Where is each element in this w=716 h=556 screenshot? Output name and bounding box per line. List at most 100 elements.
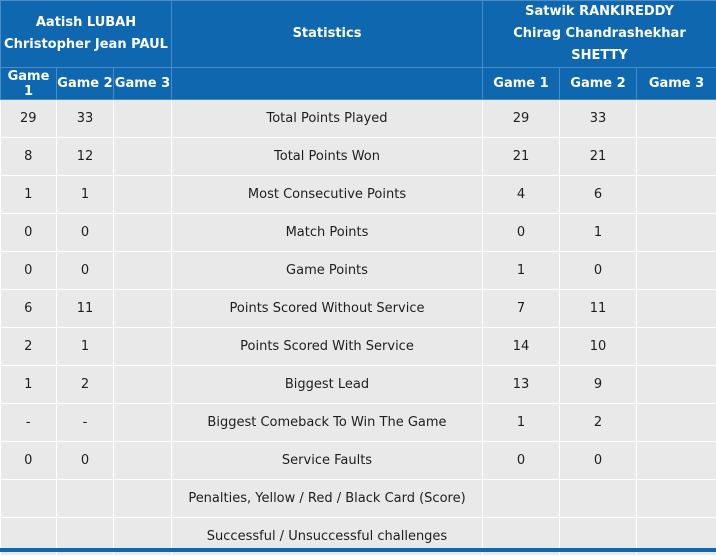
right-game-3-value xyxy=(637,100,716,138)
right-game-3-value xyxy=(637,176,716,214)
left-game-2-value xyxy=(57,480,114,518)
right-game-3-value xyxy=(637,214,716,252)
right-game-3-value xyxy=(637,252,716,290)
right-game-1-header: Game 1 xyxy=(483,68,560,100)
right-game-2-header: Game 2 xyxy=(560,68,637,100)
left-team-header: Aatish LUBAH Christopher Jean PAUL xyxy=(1,1,172,68)
left-game-3-value xyxy=(114,214,172,252)
left-game-2-value: 0 xyxy=(57,442,114,480)
left-game-3-value xyxy=(114,442,172,480)
left-game-1-value: 29 xyxy=(1,100,57,138)
left-player-1-name: Aatish LUBAH xyxy=(1,12,171,34)
left-game-3-value xyxy=(114,404,172,442)
left-game-1-value: 2 xyxy=(1,328,57,366)
right-game-2-value: 10 xyxy=(560,328,637,366)
right-game-1-value: 14 xyxy=(483,328,560,366)
left-game-1-value xyxy=(1,480,57,518)
stat-label: Biggest Lead xyxy=(172,366,483,404)
right-game-1-value: 1 xyxy=(483,404,560,442)
stat-row: Penalties, Yellow / Red / Black Card (Sc… xyxy=(1,480,716,518)
right-game-2-value: 6 xyxy=(560,176,637,214)
left-player-2-name: Christopher Jean PAUL xyxy=(1,34,171,56)
left-game-1-value: 0 xyxy=(1,252,57,290)
left-game-2-value: 2 xyxy=(57,366,114,404)
right-team-header: Satwik RANKIREDDY Chirag Chandrashekhar … xyxy=(483,1,716,68)
left-game-3-value xyxy=(114,138,172,176)
left-game-1-value: 8 xyxy=(1,138,57,176)
left-game-1-value: - xyxy=(1,404,57,442)
right-game-3-value xyxy=(637,290,716,328)
right-game-2-value xyxy=(560,480,637,518)
stat-label: Match Points xyxy=(172,214,483,252)
left-game-3-value xyxy=(114,290,172,328)
stat-label: Penalties, Yellow / Red / Black Card (Sc… xyxy=(172,480,483,518)
left-game-2-header: Game 2 xyxy=(57,68,114,100)
stat-label: Service Faults xyxy=(172,442,483,480)
left-game-3-header: Game 3 xyxy=(114,68,172,100)
right-game-1-value: 29 xyxy=(483,100,560,138)
right-game-1-value: 1 xyxy=(483,252,560,290)
left-game-3-value xyxy=(114,176,172,214)
left-game-3-value xyxy=(114,252,172,290)
header-row-teams: Aatish LUBAH Christopher Jean PAUL Stati… xyxy=(1,1,716,68)
right-game-1-value xyxy=(483,480,560,518)
right-player-2-name: Chirag Chandrashekhar SHETTY xyxy=(483,23,716,67)
right-game-2-value: 1 xyxy=(560,214,637,252)
left-game-1-value: 0 xyxy=(1,442,57,480)
stat-label: Biggest Comeback To Win The Game xyxy=(172,404,483,442)
right-game-1-value: 13 xyxy=(483,366,560,404)
right-game-2-value: 9 xyxy=(560,366,637,404)
left-game-1-value: 1 xyxy=(1,366,57,404)
header-row-games: Game 1 Game 2 Game 3 Game 1 Game 2 Game … xyxy=(1,68,716,100)
statistics-subheader xyxy=(172,68,483,100)
left-game-2-value: 0 xyxy=(57,214,114,252)
right-game-3-header: Game 3 xyxy=(637,68,716,100)
left-game-2-value: 1 xyxy=(57,176,114,214)
right-game-2-value: 2 xyxy=(560,404,637,442)
right-game-1-value: 7 xyxy=(483,290,560,328)
left-game-2-value: 1 xyxy=(57,328,114,366)
right-game-3-value xyxy=(637,138,716,176)
stat-label: Points Scored Without Service xyxy=(172,290,483,328)
right-game-3-value xyxy=(637,442,716,480)
stat-label: Most Consecutive Points xyxy=(172,176,483,214)
right-game-1-value: 0 xyxy=(483,214,560,252)
stat-label: Points Scored With Service xyxy=(172,328,483,366)
right-game-3-value xyxy=(637,404,716,442)
right-game-2-value: 0 xyxy=(560,252,637,290)
right-game-3-value xyxy=(637,480,716,518)
left-game-1-value: 1 xyxy=(1,176,57,214)
left-game-3-value xyxy=(114,100,172,138)
left-game-2-value: - xyxy=(57,404,114,442)
left-game-3-value xyxy=(114,366,172,404)
right-game-2-value: 11 xyxy=(560,290,637,328)
statistics-header: Statistics xyxy=(172,1,483,68)
right-player-1-name: Satwik RANKIREDDY xyxy=(483,1,716,23)
right-game-2-value: 0 xyxy=(560,442,637,480)
right-game-1-value: 21 xyxy=(483,138,560,176)
right-game-2-value: 21 xyxy=(560,138,637,176)
left-game-2-value: 0 xyxy=(57,252,114,290)
left-game-1-header: Game 1 xyxy=(1,68,57,100)
left-game-2-value: 33 xyxy=(57,100,114,138)
right-game-1-value: 4 xyxy=(483,176,560,214)
bottom-accent-bar xyxy=(0,548,716,552)
stat-label: Total Points Played xyxy=(172,100,483,138)
right-game-2-value: 33 xyxy=(560,100,637,138)
left-game-2-value: 11 xyxy=(57,290,114,328)
left-game-3-value xyxy=(114,480,172,518)
left-game-3-value xyxy=(114,328,172,366)
left-game-1-value: 0 xyxy=(1,214,57,252)
right-game-3-value xyxy=(637,328,716,366)
